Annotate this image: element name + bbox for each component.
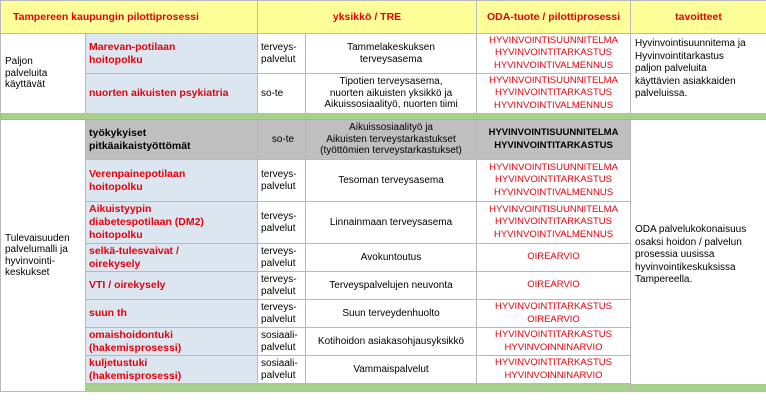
location-cell[interactable]: Terveyspalvelujen neuvonta xyxy=(305,271,478,300)
location-cell[interactable]: Tammelakeskuksen terveysasema xyxy=(305,33,478,74)
table-row: suun th terveys- palvelut Suun terveyden… xyxy=(1,299,766,328)
unit-cell[interactable]: sosiaali- palvelut xyxy=(257,355,307,384)
location-cell[interactable]: Linnainmaan terveysasema xyxy=(305,201,478,244)
unit-cell[interactable]: terveys- palvelut xyxy=(257,299,307,328)
header-unit[interactable]: yksikkö / TRE xyxy=(257,0,478,34)
oda-cell[interactable]: HYVINVOINTISUUNNITELMA HYVINVOINTITARKAS… xyxy=(476,33,632,74)
table-row: selkä-tulesvaivat / oirekysely terveys- … xyxy=(1,243,766,272)
separator-bar xyxy=(84,383,766,392)
pilot-process-table: Tampereen kaupungin pilottiprosessi yksi… xyxy=(0,0,766,392)
goal-cell-future-service-model[interactable]: ODA palvelukokonaisuus osaksi hoidon / p… xyxy=(630,119,766,392)
path-cell[interactable]: Marevan-potilaan hoitopolku xyxy=(84,33,259,74)
location-cell[interactable]: Avokuntoutus xyxy=(305,243,478,272)
table-row: Verenpainepotilaan hoitopolku terveys- p… xyxy=(1,159,766,202)
header-row: Tampereen kaupungin pilottiprosessi yksi… xyxy=(0,0,766,34)
location-cell[interactable]: Vammaispalvelut xyxy=(305,355,478,384)
path-cell[interactable]: VTI / oirekysely xyxy=(84,271,259,300)
unit-cell[interactable]: terveys- palvelut xyxy=(257,271,307,300)
location-cell[interactable]: Tipotien terveysasema, nuorten aikuisten… xyxy=(305,73,478,114)
group-cell-heavy-users[interactable]: Paljon palveluita käyttävät xyxy=(0,33,86,114)
unit-cell[interactable]: terveys- palvelut xyxy=(257,243,307,272)
oda-cell[interactable]: HYVINVOINTISUUNNITELMA HYVINVOINTITARKAS… xyxy=(476,119,632,160)
oda-cell[interactable]: HYVINVOINTITARKASTUS OIREARVIO xyxy=(476,299,632,328)
table-row: omaishoidontuki (hakemisprosessi) sosiaa… xyxy=(1,327,766,356)
path-cell[interactable]: nuorten aikuisten psykiatria xyxy=(84,73,259,114)
path-cell[interactable]: suun th xyxy=(84,299,259,328)
bottom-separator xyxy=(1,383,766,392)
path-cell[interactable]: omaishoidontuki (hakemisprosessi) xyxy=(84,327,259,356)
location-cell[interactable]: Kotihoidon asiakasohjausyksikkö xyxy=(305,327,478,356)
oda-cell[interactable]: OIREARVIO xyxy=(476,271,632,300)
goal-cell-heavy-users[interactable]: Hyvinvointisuunnitema ja Hyvinvointitark… xyxy=(630,33,766,114)
unit-cell[interactable]: so-te xyxy=(257,119,307,160)
path-cell[interactable]: työkykyiset pitkäaikaistyöttömät xyxy=(84,119,259,160)
path-cell[interactable]: kuljetustuki (hakemisprosessi) xyxy=(84,355,259,384)
unit-cell[interactable]: so-te xyxy=(257,73,307,114)
oda-cell[interactable]: OIREARVIO xyxy=(476,243,632,272)
header-oda-product[interactable]: ODA-tuote / pilottiprosessi xyxy=(476,0,632,34)
unit-cell[interactable]: terveys- palvelut xyxy=(257,201,307,244)
location-cell[interactable]: Tesoman terveysasema xyxy=(305,159,478,202)
table-row: Tulevaisuuden palvelumalli ja hyvinvoint… xyxy=(0,119,766,392)
location-cell[interactable]: Suun terveydenhuolto xyxy=(305,299,478,328)
oda-cell[interactable]: HYVINVOINTISUUNNITELMA HYVINVOINTITARKAS… xyxy=(476,201,632,244)
oda-cell[interactable]: HYVINVOINTISUUNNITELMA HYVINVOINTITARKAS… xyxy=(476,73,632,114)
location-cell[interactable]: Aikuissosiaalityö ja Aikuisten terveysta… xyxy=(305,119,478,160)
oda-cell[interactable]: HYVINVOINTISUUNNITELMA HYVINVOINTITARKAS… xyxy=(476,159,632,202)
oda-cell[interactable]: HYVINVOINTITARKASTUS HYVINVOINNINARVIO xyxy=(476,327,632,356)
table-row: nuorten aikuisten psykiatria so-te Tipot… xyxy=(1,73,766,114)
header-goals[interactable]: tavoitteet xyxy=(630,0,766,34)
unit-cell[interactable]: sosiaali- palvelut xyxy=(257,327,307,356)
path-cell[interactable]: Aikuistyypin diabetespotilaan (DM2) hoit… xyxy=(84,201,259,244)
header-pilot-process[interactable]: Tampereen kaupungin pilottiprosessi xyxy=(0,0,259,34)
unit-cell[interactable]: terveys- palvelut xyxy=(257,159,307,202)
table-row: Paljon palveluita käyttävät Marevan-poti… xyxy=(0,33,766,114)
path-cell[interactable]: selkä-tulesvaivat / oirekysely xyxy=(84,243,259,272)
group-cell-future-service-model[interactable]: Tulevaisuuden palvelumalli ja hyvinvoint… xyxy=(0,119,86,392)
table-row: kuljetustuki (hakemisprosessi) sosiaali-… xyxy=(1,355,766,384)
path-cell[interactable]: Verenpainepotilaan hoitopolku xyxy=(84,159,259,202)
unit-cell[interactable]: terveys- palvelut xyxy=(257,33,307,74)
oda-cell[interactable]: HYVINVOINTITARKASTUS HYVINVOINNINARVIO xyxy=(476,355,632,384)
